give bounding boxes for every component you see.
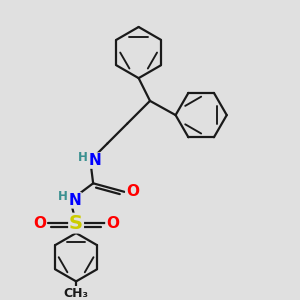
Text: S: S bbox=[69, 214, 83, 232]
Text: N: N bbox=[68, 193, 81, 208]
Text: H: H bbox=[58, 190, 68, 203]
Text: O: O bbox=[106, 216, 119, 231]
Text: H: H bbox=[78, 151, 88, 164]
Text: O: O bbox=[33, 216, 46, 231]
Text: CH₃: CH₃ bbox=[64, 287, 88, 300]
Text: N: N bbox=[88, 153, 101, 168]
Text: O: O bbox=[126, 184, 139, 199]
